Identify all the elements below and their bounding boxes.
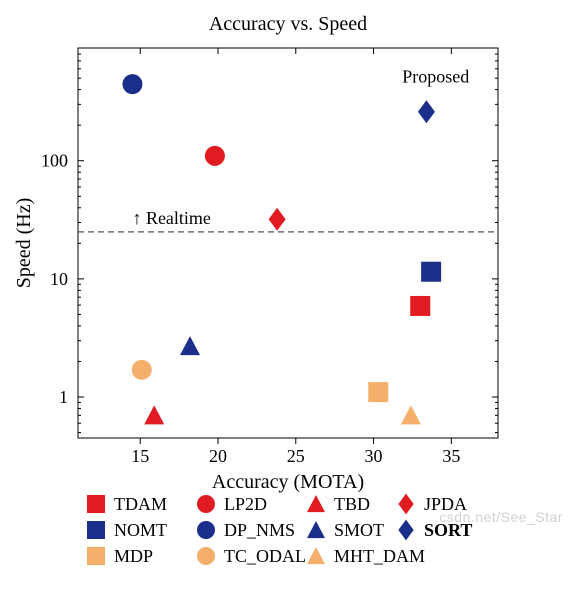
legend-label: LP2D	[224, 494, 267, 514]
marker-square	[410, 296, 430, 316]
legend-label: SORT	[424, 520, 472, 540]
marker-circle	[197, 547, 215, 565]
legend-label: TBD	[334, 494, 370, 514]
legend-label: NOMT	[114, 520, 167, 540]
x-tick-label: 25	[287, 446, 305, 466]
marker-diamond	[269, 208, 286, 231]
marker-circle	[132, 360, 152, 380]
marker-circle	[205, 146, 225, 166]
marker-diamond	[398, 494, 413, 515]
y-tick-label: 1	[59, 387, 68, 407]
marker-triangle	[307, 521, 325, 538]
legend-label: SMOT	[334, 520, 384, 540]
legend-label: MDP	[114, 546, 153, 566]
x-tick-label: 35	[442, 446, 460, 466]
chart-container: 15 20 25 30 35 1 10 100 ↑ Realtime Proposed Accura…	[0, 0, 583, 595]
marker-triangle	[401, 405, 421, 424]
legend-label: TDAM	[114, 494, 167, 514]
x-axis-label: Accuracy (MOTA)	[212, 471, 364, 493]
x-tick-label: 20	[209, 446, 227, 466]
marker-square	[87, 547, 105, 565]
marker-diamond	[418, 100, 435, 123]
marker-triangle	[144, 405, 164, 424]
y-axis-label: Speed (Hz)	[13, 198, 35, 289]
marker-square	[368, 382, 388, 402]
marker-circle	[197, 521, 215, 539]
chart-title: Accuracy vs. Speed	[209, 13, 367, 35]
marker-square	[421, 262, 441, 282]
legend-label: TC_ODAL	[224, 546, 306, 566]
marker-diamond	[398, 520, 413, 541]
marker-triangle	[307, 495, 325, 512]
realtime-label: ↑ Realtime	[132, 208, 210, 228]
y-tick-label: 10	[50, 269, 68, 289]
proposed-label: Proposed	[402, 66, 469, 86]
legend-label: DP_NMS	[224, 520, 295, 540]
marker-triangle	[180, 336, 200, 355]
y-tick-label: 100	[41, 151, 68, 171]
marker-square	[87, 495, 105, 513]
legend-label: MHT_DAM	[334, 546, 425, 566]
marker-circle	[122, 74, 142, 94]
legend-label: JPDA	[424, 494, 467, 514]
marker-square	[87, 521, 105, 539]
x-tick-label: 30	[365, 446, 383, 466]
marker-triangle	[307, 547, 325, 564]
scatter-plot: 15 20 25 30 35 1 10 100 ↑ Realtime Proposed Accura…	[0, 0, 583, 595]
x-tick-label: 15	[131, 446, 149, 466]
marker-circle	[197, 495, 215, 513]
